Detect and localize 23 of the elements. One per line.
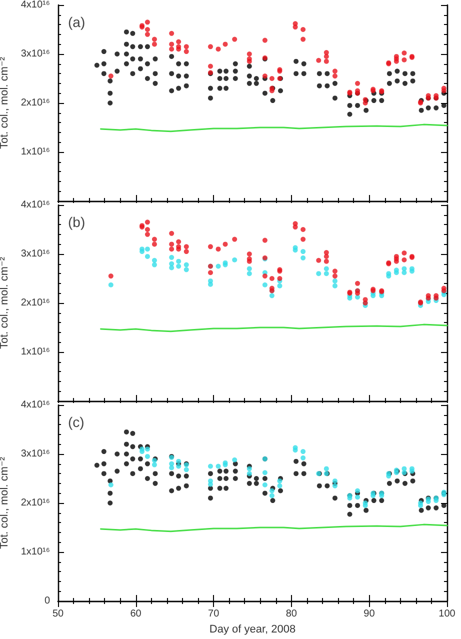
- x-tick-label: 70: [208, 608, 220, 620]
- x-tick-label: 90: [364, 608, 376, 620]
- y-tick-label: 3x10¹⁶: [20, 48, 50, 60]
- y-tick-label: 2x10¹⁶: [20, 498, 50, 508]
- y-tick-label: 3x10¹⁶: [20, 248, 50, 260]
- y-tick-label: 2x10¹⁶: [20, 298, 50, 308]
- x-tick-label: 100: [438, 608, 456, 620]
- x-tick-label: 60: [130, 608, 142, 620]
- y-tick-label: 3x10¹⁶: [20, 448, 50, 460]
- y-tick-label: 2x10¹⁶: [20, 98, 50, 108]
- y-tick-label: 4x10¹⁶: [20, 200, 50, 210]
- annotation: (c): [68, 414, 84, 430]
- y-tick-label: 4x10¹⁶: [20, 0, 50, 10]
- x-tick-label: 80: [286, 608, 298, 620]
- y-tick-label: 1x10¹⁶: [20, 146, 50, 158]
- x-tick-label: 50: [52, 608, 64, 620]
- y-tick-label: 0: [44, 596, 50, 606]
- annotation: (b): [68, 214, 86, 230]
- x-axis-title: Day of year, 2008: [209, 623, 296, 636]
- y-tick-label: 4x10¹⁶: [20, 400, 50, 410]
- y-tick-label: 1x10¹⁶: [20, 346, 50, 358]
- annotation: (a): [68, 14, 86, 30]
- y-tick-label: 1x10¹⁶: [20, 546, 50, 558]
